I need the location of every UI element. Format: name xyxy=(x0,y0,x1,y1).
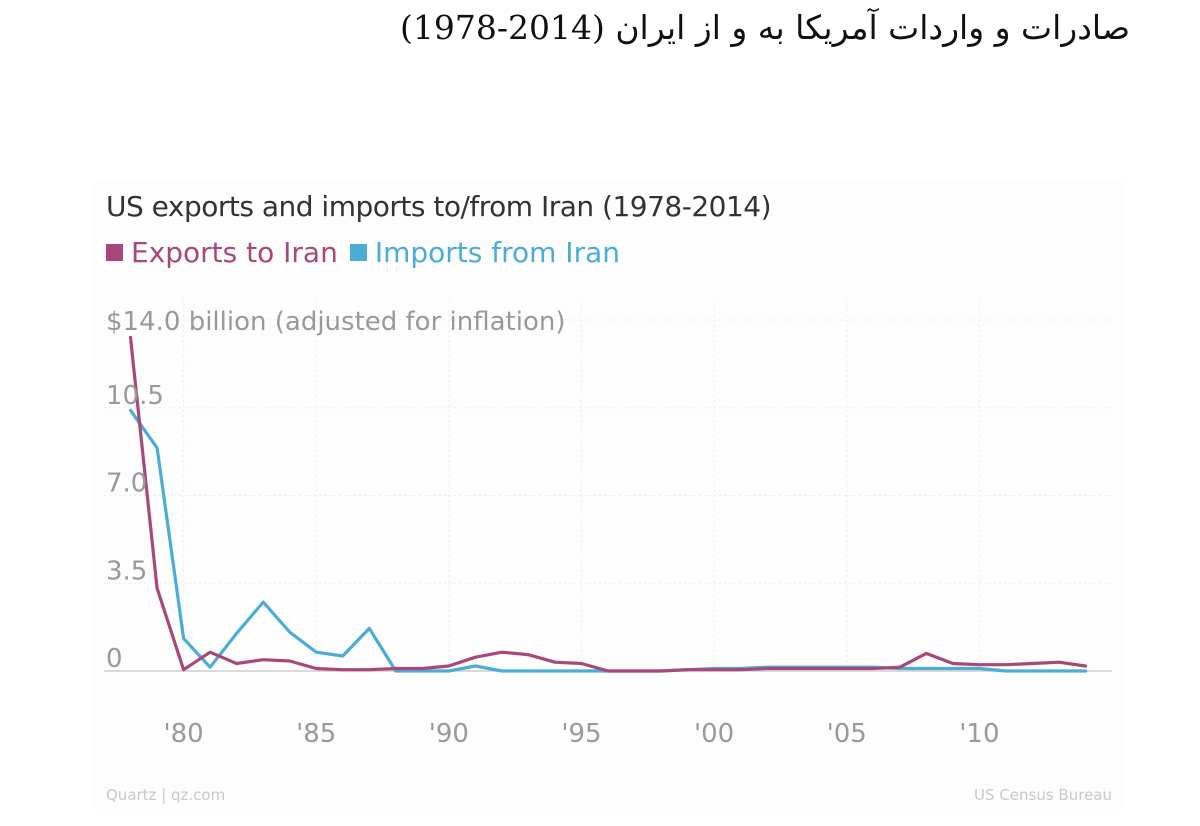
series-layer xyxy=(128,335,1088,673)
chart-panel: 0 3.5 7.0 10.5 $14.0 billion (adjusted for i… xyxy=(94,180,1124,810)
series-line-imports xyxy=(128,408,1088,673)
chart-title: US exports and imports to/from Iran (197… xyxy=(106,190,772,223)
y-tick-label: 3.5 xyxy=(106,556,147,586)
x-tick-label: '10 xyxy=(959,719,999,749)
grid-layer xyxy=(104,300,1112,672)
y-axis-unit-label: $14.0 billion (adjusted for inflation) xyxy=(106,307,566,337)
y-tick-label: 10.5 xyxy=(106,381,164,411)
chart-svg: 0 3.5 7.0 10.5 $14.0 billion (adjusted for i… xyxy=(104,300,1112,749)
page-heading: صادرات و واردات آمریکا به و از ایران (20… xyxy=(399,8,1130,47)
y-tick-label: 0 xyxy=(106,644,123,674)
footer-source-left: Quartz | qz.com xyxy=(106,786,226,804)
x-tick-label: '05 xyxy=(827,719,867,749)
legend: Exports to Iran Imports from Iran xyxy=(106,236,632,269)
legend-label-imports: Imports from Iran xyxy=(374,236,620,269)
legend-item-imports: Imports from Iran xyxy=(349,236,620,269)
legend-item-exports: Exports to Iran xyxy=(106,236,338,269)
x-tick-label: '90 xyxy=(429,719,469,749)
footer-source-right: US Census Bureau xyxy=(974,786,1112,804)
axis-label-layer: 0 3.5 7.0 10.5 $14.0 billion (adjusted for i… xyxy=(106,307,999,749)
legend-label-exports: Exports to Iran xyxy=(131,236,338,269)
y-tick-label: 7.0 xyxy=(106,469,147,499)
x-tick-label: '85 xyxy=(296,719,336,749)
series-line-exports xyxy=(128,335,1088,673)
legend-swatch-imports xyxy=(349,244,367,261)
legend-swatch-exports xyxy=(106,244,123,261)
x-tick-label: '95 xyxy=(561,719,601,749)
x-tick-label: '00 xyxy=(694,719,734,749)
x-tick-label: '80 xyxy=(163,719,203,749)
